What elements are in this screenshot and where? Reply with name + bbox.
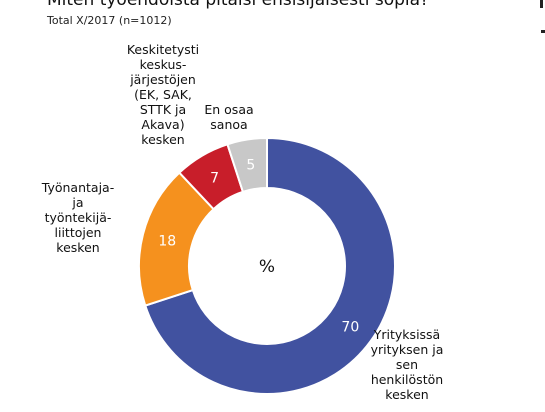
- donut-value-labels: 70 18 7 5: [158, 157, 359, 335]
- donut-slice-0: [144, 136, 396, 395]
- edge-mark-top: [540, 0, 543, 8]
- chart-title: Miten työehdoista pitäisi ensisijaisesti…: [47, 0, 430, 10]
- donut-value-label-0: 70: [341, 320, 359, 336]
- slice-label-en-osaa-sanoa: En osaa sanoa: [204, 102, 254, 132]
- slice-label-yrityksissa: Yrityksissä yrityksen ja sen henkilöstön…: [370, 327, 444, 402]
- donut-slice-3: [226, 136, 268, 194]
- center-label: %: [259, 257, 275, 277]
- donut-value-label-2: 7: [210, 170, 219, 186]
- slice-label-keskitetysti: Keskitetysti keskus- järjestöjen (EK, SA…: [126, 42, 200, 147]
- donut-value-label-3: 5: [246, 157, 255, 173]
- slice-label-liittojen: Työnantaja- ja työntekijä- liittojen kes…: [41, 180, 115, 255]
- chart-subtitle: Total X/2017 (n=1012): [47, 14, 172, 27]
- donut-slices: [138, 136, 396, 395]
- edge-mark-mid: [541, 30, 545, 33]
- donut-value-label-1: 18: [158, 233, 176, 249]
